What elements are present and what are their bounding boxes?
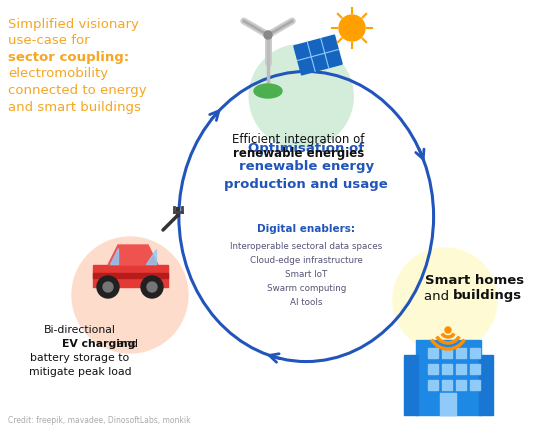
Circle shape: [97, 276, 119, 298]
Text: Digital enablers:: Digital enablers:: [257, 223, 355, 233]
Text: EV charging: EV charging: [62, 339, 136, 349]
Circle shape: [445, 327, 451, 333]
Text: Smart IoT: Smart IoT: [285, 270, 327, 279]
Bar: [428, 348, 438, 358]
Bar: [428, 364, 438, 374]
Bar: [416, 340, 481, 415]
Polygon shape: [294, 35, 342, 75]
Bar: [470, 380, 480, 390]
Circle shape: [249, 45, 353, 149]
Polygon shape: [110, 248, 118, 264]
Bar: [442, 380, 452, 390]
Text: connected to energy: connected to energy: [8, 84, 147, 97]
Circle shape: [147, 282, 157, 292]
Bar: [93, 273, 167, 278]
Bar: [470, 348, 480, 358]
Text: AI tools: AI tools: [290, 298, 322, 307]
Text: battery storage to: battery storage to: [30, 353, 130, 363]
Text: and: and: [114, 339, 138, 349]
Text: Simplified visionary: Simplified visionary: [8, 18, 139, 31]
Text: mitigate peak load: mitigate peak load: [29, 367, 131, 377]
Text: renewable energy: renewable energy: [238, 160, 374, 173]
Bar: [456, 364, 466, 374]
Text: sector coupling:: sector coupling:: [8, 51, 129, 64]
Circle shape: [339, 15, 365, 41]
Text: electromobility: electromobility: [8, 68, 108, 81]
Text: Bi-directional: Bi-directional: [44, 325, 116, 335]
Bar: [440, 393, 456, 415]
Text: renewable energies: renewable energies: [233, 147, 364, 160]
Polygon shape: [108, 245, 158, 265]
Circle shape: [103, 282, 113, 292]
Text: Swarm computing: Swarm computing: [267, 284, 346, 293]
Bar: [403, 355, 417, 415]
Bar: [456, 380, 466, 390]
Text: Efficient integration of: Efficient integration of: [232, 133, 364, 146]
Bar: [479, 355, 493, 415]
Bar: [470, 364, 480, 374]
Polygon shape: [146, 249, 156, 264]
Text: production and usage: production and usage: [224, 178, 388, 191]
Bar: [428, 380, 438, 390]
Text: Smart homes: Smart homes: [425, 274, 525, 287]
Bar: [456, 348, 466, 358]
Text: buildings: buildings: [453, 290, 522, 303]
Bar: [93, 265, 167, 287]
Circle shape: [393, 248, 497, 352]
Text: Optimisation of: Optimisation of: [248, 142, 364, 155]
Text: Cloud-edge infrastructure: Cloud-edge infrastructure: [250, 256, 363, 265]
Circle shape: [264, 31, 272, 39]
Text: and smart buildings: and smart buildings: [8, 100, 141, 113]
Bar: [442, 348, 452, 358]
Text: Credit: freepik, mavadee, DinosoftLabs, monkik: Credit: freepik, mavadee, DinosoftLabs, …: [8, 416, 191, 425]
Text: Interoperable sectoral data spaces: Interoperable sectoral data spaces: [230, 242, 382, 251]
Bar: [442, 364, 452, 374]
Circle shape: [72, 237, 188, 353]
Circle shape: [141, 276, 163, 298]
Ellipse shape: [254, 84, 282, 98]
Text: use-case for: use-case for: [8, 35, 89, 48]
Text: and: and: [424, 290, 453, 303]
